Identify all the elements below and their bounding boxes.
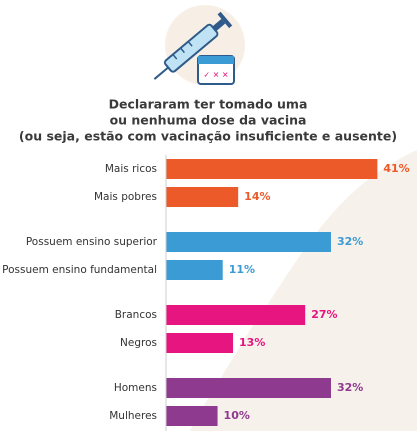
category-label: Mulheres <box>109 410 157 422</box>
category-label: Brancos <box>115 309 157 321</box>
vaccine-icon: ✓ ✕ ✕ <box>153 5 245 85</box>
bar <box>166 378 331 398</box>
bar <box>166 159 378 179</box>
chart-title: Declararam ter tomado uma <box>109 97 308 112</box>
svg-text:✓ ✕ ✕: ✓ ✕ ✕ <box>203 71 228 80</box>
value-label: 11% <box>229 263 255 276</box>
category-label: Negros <box>120 337 157 349</box>
category-label: Mais pobres <box>94 191 157 203</box>
chart-title: ou nenhuma dose da vacina <box>110 113 307 128</box>
bar <box>166 305 306 325</box>
value-label: 41% <box>383 162 409 175</box>
bar <box>166 406 218 426</box>
background-shape <box>190 150 417 431</box>
category-label: Homens <box>114 382 157 394</box>
value-label: 14% <box>244 190 270 203</box>
value-label: 27% <box>311 308 337 321</box>
bar <box>166 260 223 280</box>
value-label: 32% <box>337 235 363 248</box>
category-label: Possuem ensino superior <box>26 236 158 248</box>
category-label: Mais ricos <box>105 163 157 175</box>
bar <box>166 333 234 353</box>
bar <box>166 187 239 207</box>
value-label: 10% <box>224 409 250 422</box>
value-label: 32% <box>337 381 363 394</box>
category-label: Possuem ensino fundamental <box>2 264 157 276</box>
bar <box>166 232 331 252</box>
value-label: 13% <box>239 336 265 349</box>
chart-title: (ou seja, estão com vacinação insuficien… <box>19 129 397 144</box>
